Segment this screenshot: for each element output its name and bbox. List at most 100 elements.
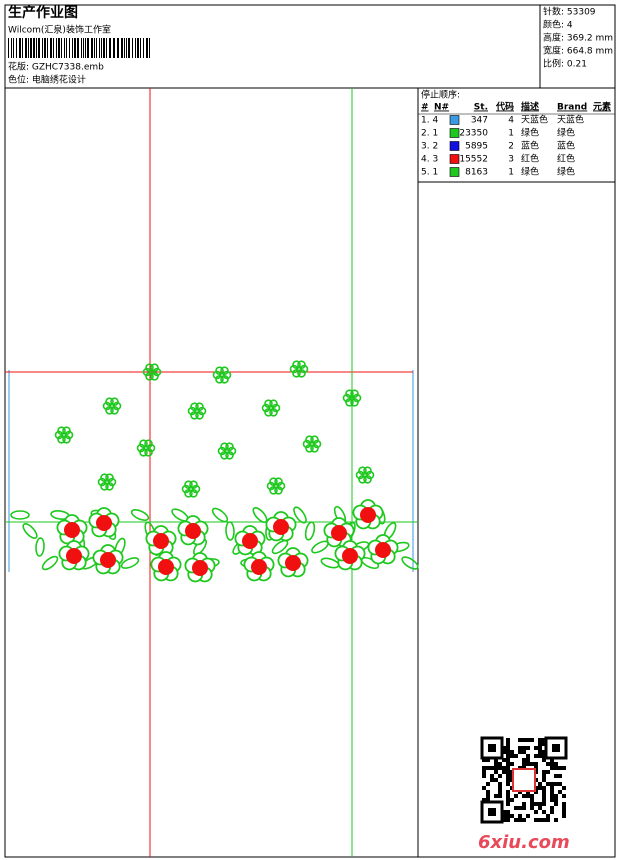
qr-module [562,806,566,810]
qr-module [510,814,514,818]
qr-module [522,762,526,766]
bar [25,38,27,58]
qr-module [542,810,546,814]
center [109,403,115,409]
flower-center [66,548,82,564]
bar [81,38,82,58]
table-cell: 3. 2 [421,142,438,152]
qr-module [542,750,546,754]
qr-module [506,794,510,798]
qr-module [538,750,542,754]
qr-module [522,806,526,810]
color-position: 色位: 电脑绣花设计 [8,74,86,86]
leaf [41,555,59,571]
bar [101,38,102,58]
qr-module [546,770,550,774]
qr-module [530,802,534,806]
qr-module [538,742,542,746]
flower-center [360,507,376,523]
qr-module [514,806,518,810]
bar [53,38,54,58]
color-swatch [449,167,460,177]
qr-module [526,738,530,742]
qr-module [526,794,530,798]
bar [96,38,97,58]
qr-module [506,762,510,766]
stat: 针数: 53309 [543,6,596,18]
qr-module [554,802,558,806]
flower-center [342,548,358,564]
qr-module [506,814,510,818]
qr-module [526,758,530,762]
qr-module [554,818,558,822]
qr-module [562,814,566,818]
qr-module [550,810,554,814]
table-cell: 天蓝色 [557,114,584,126]
table-cell: 2 [508,142,514,152]
qr-module [514,754,518,758]
flower-center [100,552,116,568]
stat: 宽度: 664.8 mm [543,45,613,57]
qr-module [542,778,546,782]
qr-logo [512,768,536,792]
leaf [22,523,38,539]
qr-module [490,778,494,782]
table-cell: 3 [508,155,514,165]
qr-module [530,806,534,810]
center [61,432,67,438]
qr-module [506,754,510,758]
title: 生产作业图 [8,4,78,21]
qr-module [554,794,558,798]
bar [103,38,105,58]
pattern: 花版: GZHC7338.emb [8,61,104,73]
table-header: 元素 [593,101,611,113]
stat: 比例: 0.21 [543,58,587,70]
bar [113,38,115,58]
table-header: 描述 [521,101,539,113]
center [362,472,368,478]
color-swatch [449,154,460,164]
bar [135,38,136,58]
qr-module [506,738,510,742]
qr-module [502,758,506,762]
flower-center [96,515,112,531]
center [296,366,302,372]
leaf [304,521,316,541]
qr-module [494,758,498,762]
qr-module [538,738,542,742]
table-cell: 8163 [465,168,488,178]
qr-module [506,818,510,822]
qr-module [526,762,530,766]
qr-module [510,798,514,802]
qr-module [522,794,526,798]
qr-module [490,766,494,770]
qr-module [534,746,538,750]
qr-module [542,786,546,790]
qr-module [542,770,546,774]
qr-module [506,810,510,814]
qr-module [482,766,486,770]
flower-center [285,555,301,571]
qr-module [522,758,526,762]
table-header: # [421,103,429,113]
qr-module [518,814,522,818]
qr-finder [488,808,496,816]
bar [85,38,86,58]
table-cell: 4 [508,116,514,126]
flower-center [251,559,267,575]
center [268,405,274,411]
bar [30,38,32,58]
qr-module [554,774,558,778]
qr-module [514,794,518,798]
qr-module [502,746,506,750]
bar [33,38,35,58]
bar [91,38,93,58]
qr-module [494,778,498,782]
qr-module [546,818,550,822]
bar [69,38,70,58]
leaf [10,510,30,520]
qr-module [558,774,562,778]
qr-module [562,810,566,814]
qr-module [530,762,534,766]
qr-module [522,802,526,806]
